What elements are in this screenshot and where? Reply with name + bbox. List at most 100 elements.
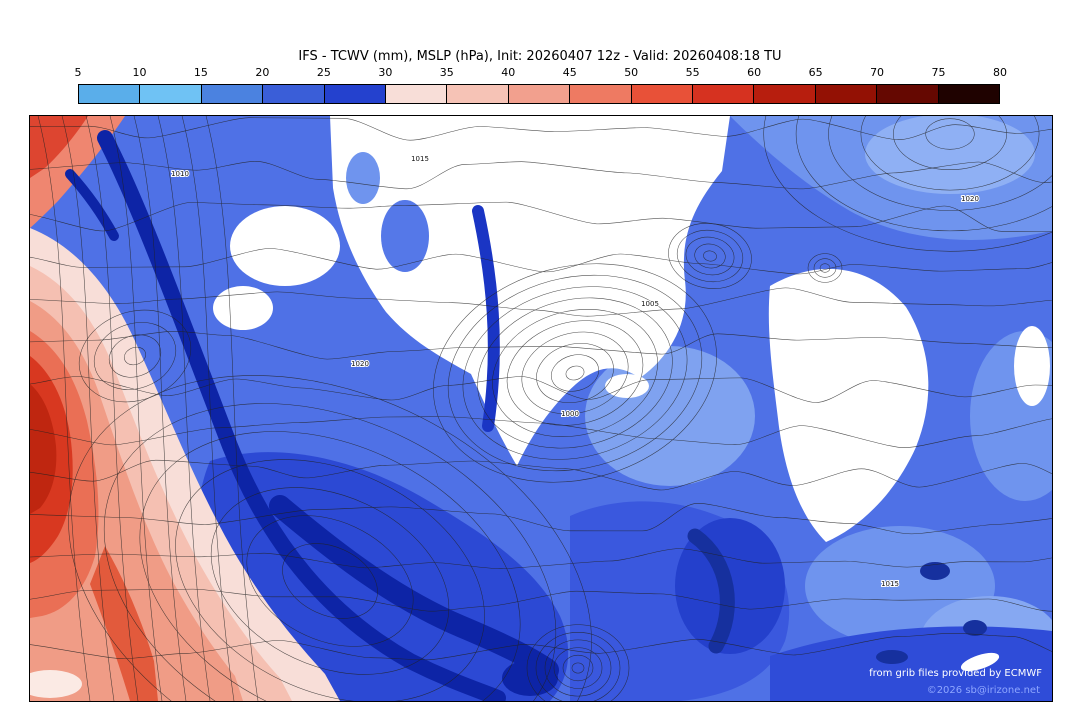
- moisture-band-shape: [963, 620, 987, 636]
- mslp-contour-shape: [30, 633, 1052, 661]
- colorbar-segment: [200, 85, 263, 103]
- chart-title: IFS - TCWV (mm), MSLP (hPa), Init: 20260…: [298, 49, 782, 64]
- mslp-contour-shape: [61, 116, 115, 701]
- mslp-contour-shape: [535, 632, 621, 701]
- mslp-contour-shape: [157, 116, 211, 701]
- colorbar-bar: [78, 84, 1000, 104]
- contour-label: 1010: [171, 170, 189, 178]
- moisture-band-shape: [920, 562, 950, 580]
- colorbar-segment: [139, 85, 201, 103]
- credit-copyright: ©2026 sb@irizone.net: [926, 685, 1040, 696]
- mslp-contour-shape: [807, 253, 843, 283]
- mslp-contour-shape: [93, 322, 177, 390]
- colorbar-tick-label: 20: [255, 66, 270, 79]
- colorbar-segment: [937, 85, 1000, 103]
- mslp-contour-shape: [477, 297, 673, 449]
- colorbar-segment: [507, 85, 570, 103]
- mslp-contour-shape: [30, 201, 1052, 233]
- mslp-contour-shape: [819, 263, 831, 273]
- colorbar-tick-label: 65: [808, 66, 823, 79]
- mslp-contour-shape: [676, 229, 744, 283]
- mslp-contour-shape: [181, 116, 235, 701]
- colorbar-segment: [323, 85, 386, 103]
- moisture-band-shape: [97, 130, 506, 701]
- moisture-band-shape: [687, 528, 735, 654]
- colorbar-tick-label: 75: [931, 66, 946, 79]
- mslp-contour-shape: [30, 331, 1052, 360]
- colorbar-tick-label: 50: [624, 66, 639, 79]
- mslp-contour-shape: [925, 118, 975, 150]
- colorbar-segment: [876, 85, 938, 103]
- mslp-contour-shape: [562, 654, 594, 682]
- colorbar-segment: [446, 85, 508, 103]
- mslp-contour-shape: [795, 116, 1052, 232]
- low-tcwv-white-shape: [1014, 326, 1050, 406]
- colorbar-tick-labels: 5 10 15 20 25 30 35 40 45 50 55 60 65 70 75 80: [74, 66, 1008, 80]
- mslp-contour-shape: [108, 334, 162, 378]
- mslp-contour-shape: [668, 223, 752, 289]
- mslp-contour-shape: [123, 346, 147, 366]
- moisture-band-shape: [876, 650, 908, 664]
- mslp-contour-shape: [30, 248, 1052, 275]
- mslp-contour-shape: [68, 375, 592, 701]
- mslp-contour-shape: [30, 503, 1052, 535]
- tcwv-fill-shape: [770, 626, 1052, 701]
- mslp-contour-shape: [703, 250, 717, 262]
- mslp-contour-shape: [694, 243, 726, 269]
- colorbar-tick-label: 10: [132, 66, 147, 79]
- mslp-contour-shape: [860, 116, 1040, 191]
- low-tcwv-white-shape: [346, 152, 380, 204]
- mslp-contour-shape: [433, 263, 717, 483]
- mslp-contour-shape: [828, 116, 1052, 211]
- mslp-contour-shape: [78, 309, 192, 403]
- moisture-band-shape: [269, 495, 559, 681]
- mslp-contour-shape: [109, 116, 163, 701]
- mslp-contour-shape: [246, 515, 414, 647]
- contour-label: 1015: [411, 155, 429, 163]
- contour-label: 1020: [351, 360, 369, 368]
- mslp-contour-shape: [492, 309, 658, 437]
- low-tcwv-white-shape: [381, 200, 429, 272]
- contour-labels-layer: 1010 1015 1020 1005 1000 1020 1015: [170, 154, 980, 589]
- colorbar-tick-label: 25: [316, 66, 331, 79]
- credit-ecmwf: from grib files provided by ECMWF: [869, 668, 1042, 679]
- tcwv-warm-shape: [90, 546, 158, 701]
- mslp-contour-shape: [685, 236, 735, 276]
- mslp-contour-shape: [30, 161, 1052, 190]
- mslp-contour-shape: [813, 258, 837, 278]
- colorbar-tick-label: 45: [562, 66, 577, 79]
- mslp-contour-shape: [282, 543, 378, 619]
- mslp-contour-shape: [30, 459, 1052, 491]
- mslp-contour-shape: [462, 286, 688, 460]
- colorbar-tick-label: 30: [378, 66, 393, 79]
- colorbar-tick-label: 5: [74, 66, 82, 79]
- mslp-contour-layer: [30, 116, 1052, 701]
- mslp-contour-shape: [893, 116, 1007, 170]
- mslp-contour-shape: [30, 548, 1052, 569]
- colorbar-tick-label: 15: [193, 66, 208, 79]
- moisture-band-shape: [502, 660, 558, 696]
- mslp-contour-shape: [565, 365, 585, 381]
- colorbar-segment: [262, 85, 324, 103]
- moisture-band-shape: [472, 205, 500, 432]
- contour-label: 1015: [881, 580, 899, 588]
- colorbar-segment: [814, 85, 877, 103]
- mslp-contour-shape: [553, 647, 603, 689]
- mslp-contour-shape: [763, 116, 1052, 252]
- tcwv-warm-shape: [30, 116, 88, 178]
- colorbar-segment: [753, 85, 815, 103]
- moisture-band-layer: [65, 130, 987, 701]
- mslp-contour-shape: [521, 331, 629, 415]
- contour-label: 1005: [641, 300, 659, 308]
- low-tcwv-white-shape: [213, 286, 273, 330]
- low-tcwv-white-shape: [330, 116, 730, 466]
- tcwv-fill-shape: [865, 116, 1035, 194]
- mslp-contour-shape: [526, 624, 630, 701]
- mslp-contour-shape: [139, 431, 521, 701]
- low-tcwv-white-shape: [768, 268, 929, 542]
- mslp-contour-shape: [536, 343, 614, 403]
- tcwv-warm-shape: [30, 384, 57, 514]
- mslp-contour-shape: [571, 662, 585, 674]
- mslp-contour-shape: [30, 117, 1052, 141]
